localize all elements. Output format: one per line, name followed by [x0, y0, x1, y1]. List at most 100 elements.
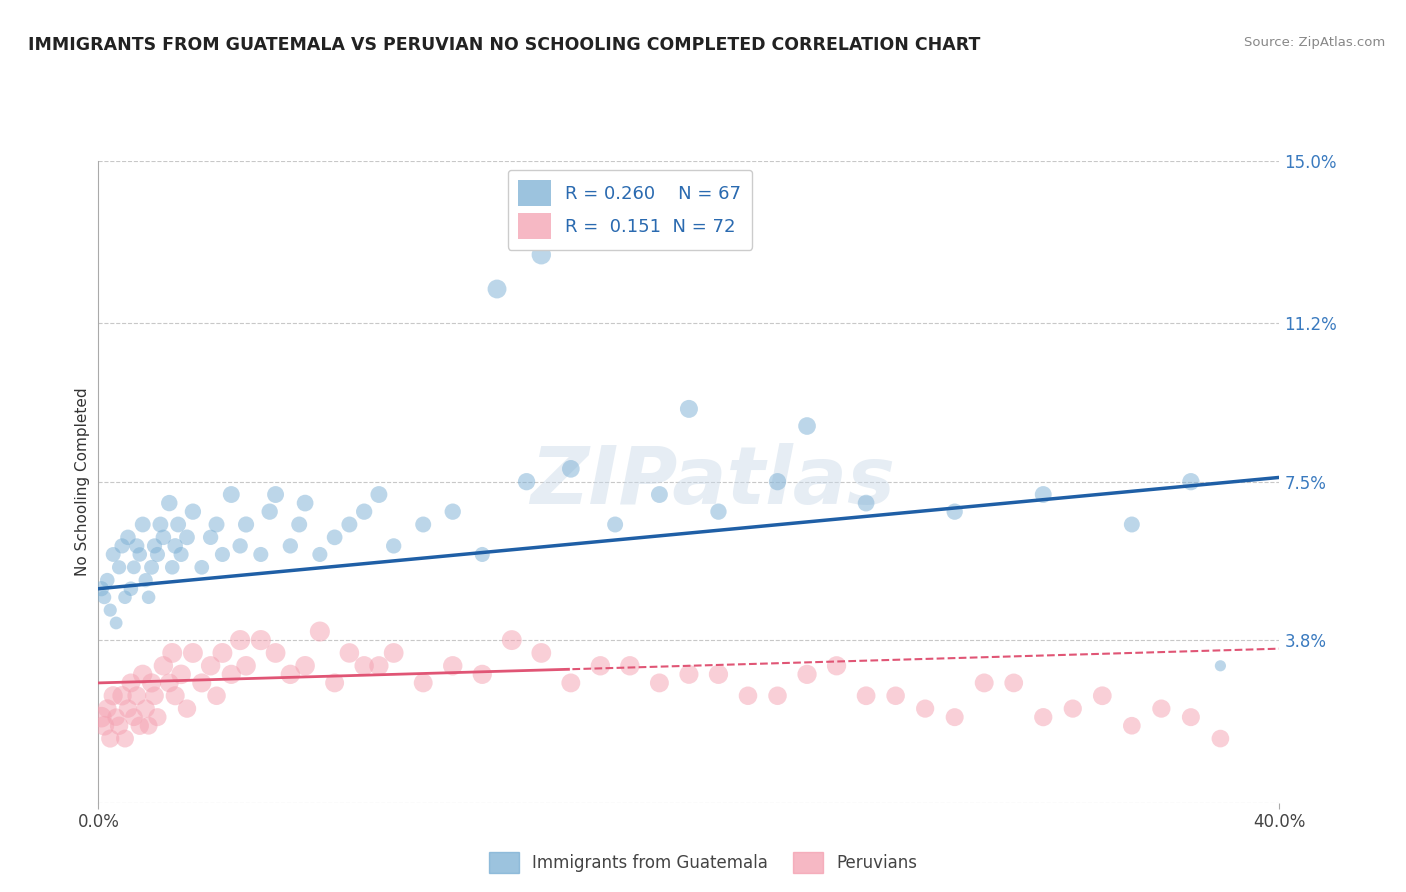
Point	[796, 419, 818, 434]
Point	[138, 719, 160, 733]
Text: Source: ZipAtlas.com: Source: ZipAtlas.com	[1244, 36, 1385, 49]
Point	[114, 731, 136, 746]
Point	[259, 505, 281, 519]
Point	[884, 689, 907, 703]
Point	[93, 591, 115, 605]
Point	[98, 731, 121, 746]
Point	[530, 646, 553, 660]
Point	[135, 573, 157, 587]
Point	[132, 667, 155, 681]
Point	[157, 496, 180, 510]
Point	[96, 573, 118, 587]
Point	[146, 548, 169, 562]
Point	[205, 689, 228, 703]
Point	[117, 701, 139, 715]
Point	[211, 548, 233, 562]
Point	[796, 667, 818, 681]
Point	[229, 633, 252, 648]
Point	[191, 560, 214, 574]
Point	[766, 475, 789, 489]
Point	[589, 658, 612, 673]
Point	[471, 548, 494, 562]
Point	[229, 539, 252, 553]
Point	[855, 689, 877, 703]
Point	[1032, 487, 1054, 501]
Point	[219, 667, 242, 681]
Point	[96, 701, 118, 715]
Point	[181, 646, 204, 660]
Point	[353, 505, 375, 519]
Point	[200, 530, 222, 544]
Point	[501, 633, 523, 648]
Point	[103, 548, 125, 562]
Point	[235, 517, 257, 532]
Point	[605, 517, 627, 532]
Point	[309, 548, 332, 562]
Point	[278, 539, 302, 553]
Point	[219, 487, 242, 501]
Point	[1121, 517, 1143, 532]
Point	[412, 517, 434, 532]
Point	[323, 530, 346, 544]
Point	[278, 667, 302, 681]
Point	[205, 517, 228, 532]
Point	[117, 530, 139, 544]
Point	[323, 676, 346, 690]
Point	[707, 667, 730, 681]
Legend: Immigrants from Guatemala, Peruvians: Immigrants from Guatemala, Peruvians	[482, 846, 924, 880]
Point	[93, 719, 115, 733]
Point	[170, 548, 193, 562]
Point	[943, 710, 966, 724]
Point	[135, 701, 157, 715]
Point	[264, 487, 287, 501]
Y-axis label: No Schooling Completed: No Schooling Completed	[75, 387, 90, 576]
Point	[250, 633, 273, 648]
Point	[441, 658, 464, 673]
Point	[162, 560, 183, 574]
Point	[648, 676, 671, 690]
Point	[619, 658, 641, 673]
Point	[143, 689, 166, 703]
Point	[146, 710, 169, 724]
Point	[943, 505, 966, 519]
Text: ZIPatlas: ZIPatlas	[530, 442, 896, 521]
Point	[108, 560, 131, 574]
Point	[530, 248, 553, 262]
Point	[138, 591, 160, 605]
Point	[825, 658, 848, 673]
Point	[132, 517, 155, 532]
Point	[288, 517, 311, 532]
Point	[98, 603, 121, 617]
Point	[152, 658, 174, 673]
Point	[176, 530, 198, 544]
Point	[1032, 710, 1054, 724]
Point	[165, 539, 187, 553]
Point	[678, 401, 700, 416]
Point	[412, 676, 434, 690]
Point	[141, 676, 163, 690]
Point	[264, 646, 287, 660]
Point	[441, 505, 464, 519]
Point	[165, 689, 187, 703]
Point	[737, 689, 759, 703]
Point	[122, 710, 145, 724]
Point	[1121, 719, 1143, 733]
Point	[128, 719, 150, 733]
Point	[103, 689, 125, 703]
Point	[382, 646, 405, 660]
Point	[914, 701, 936, 715]
Point	[120, 676, 142, 690]
Point	[235, 658, 257, 673]
Point	[149, 517, 172, 532]
Point	[1209, 731, 1232, 746]
Point	[1180, 710, 1202, 724]
Point	[143, 539, 166, 553]
Point	[368, 487, 391, 501]
Point	[1091, 689, 1114, 703]
Point	[339, 646, 360, 660]
Point	[294, 658, 316, 673]
Point	[170, 667, 193, 681]
Point	[105, 615, 128, 630]
Point	[111, 689, 134, 703]
Point	[1209, 658, 1232, 673]
